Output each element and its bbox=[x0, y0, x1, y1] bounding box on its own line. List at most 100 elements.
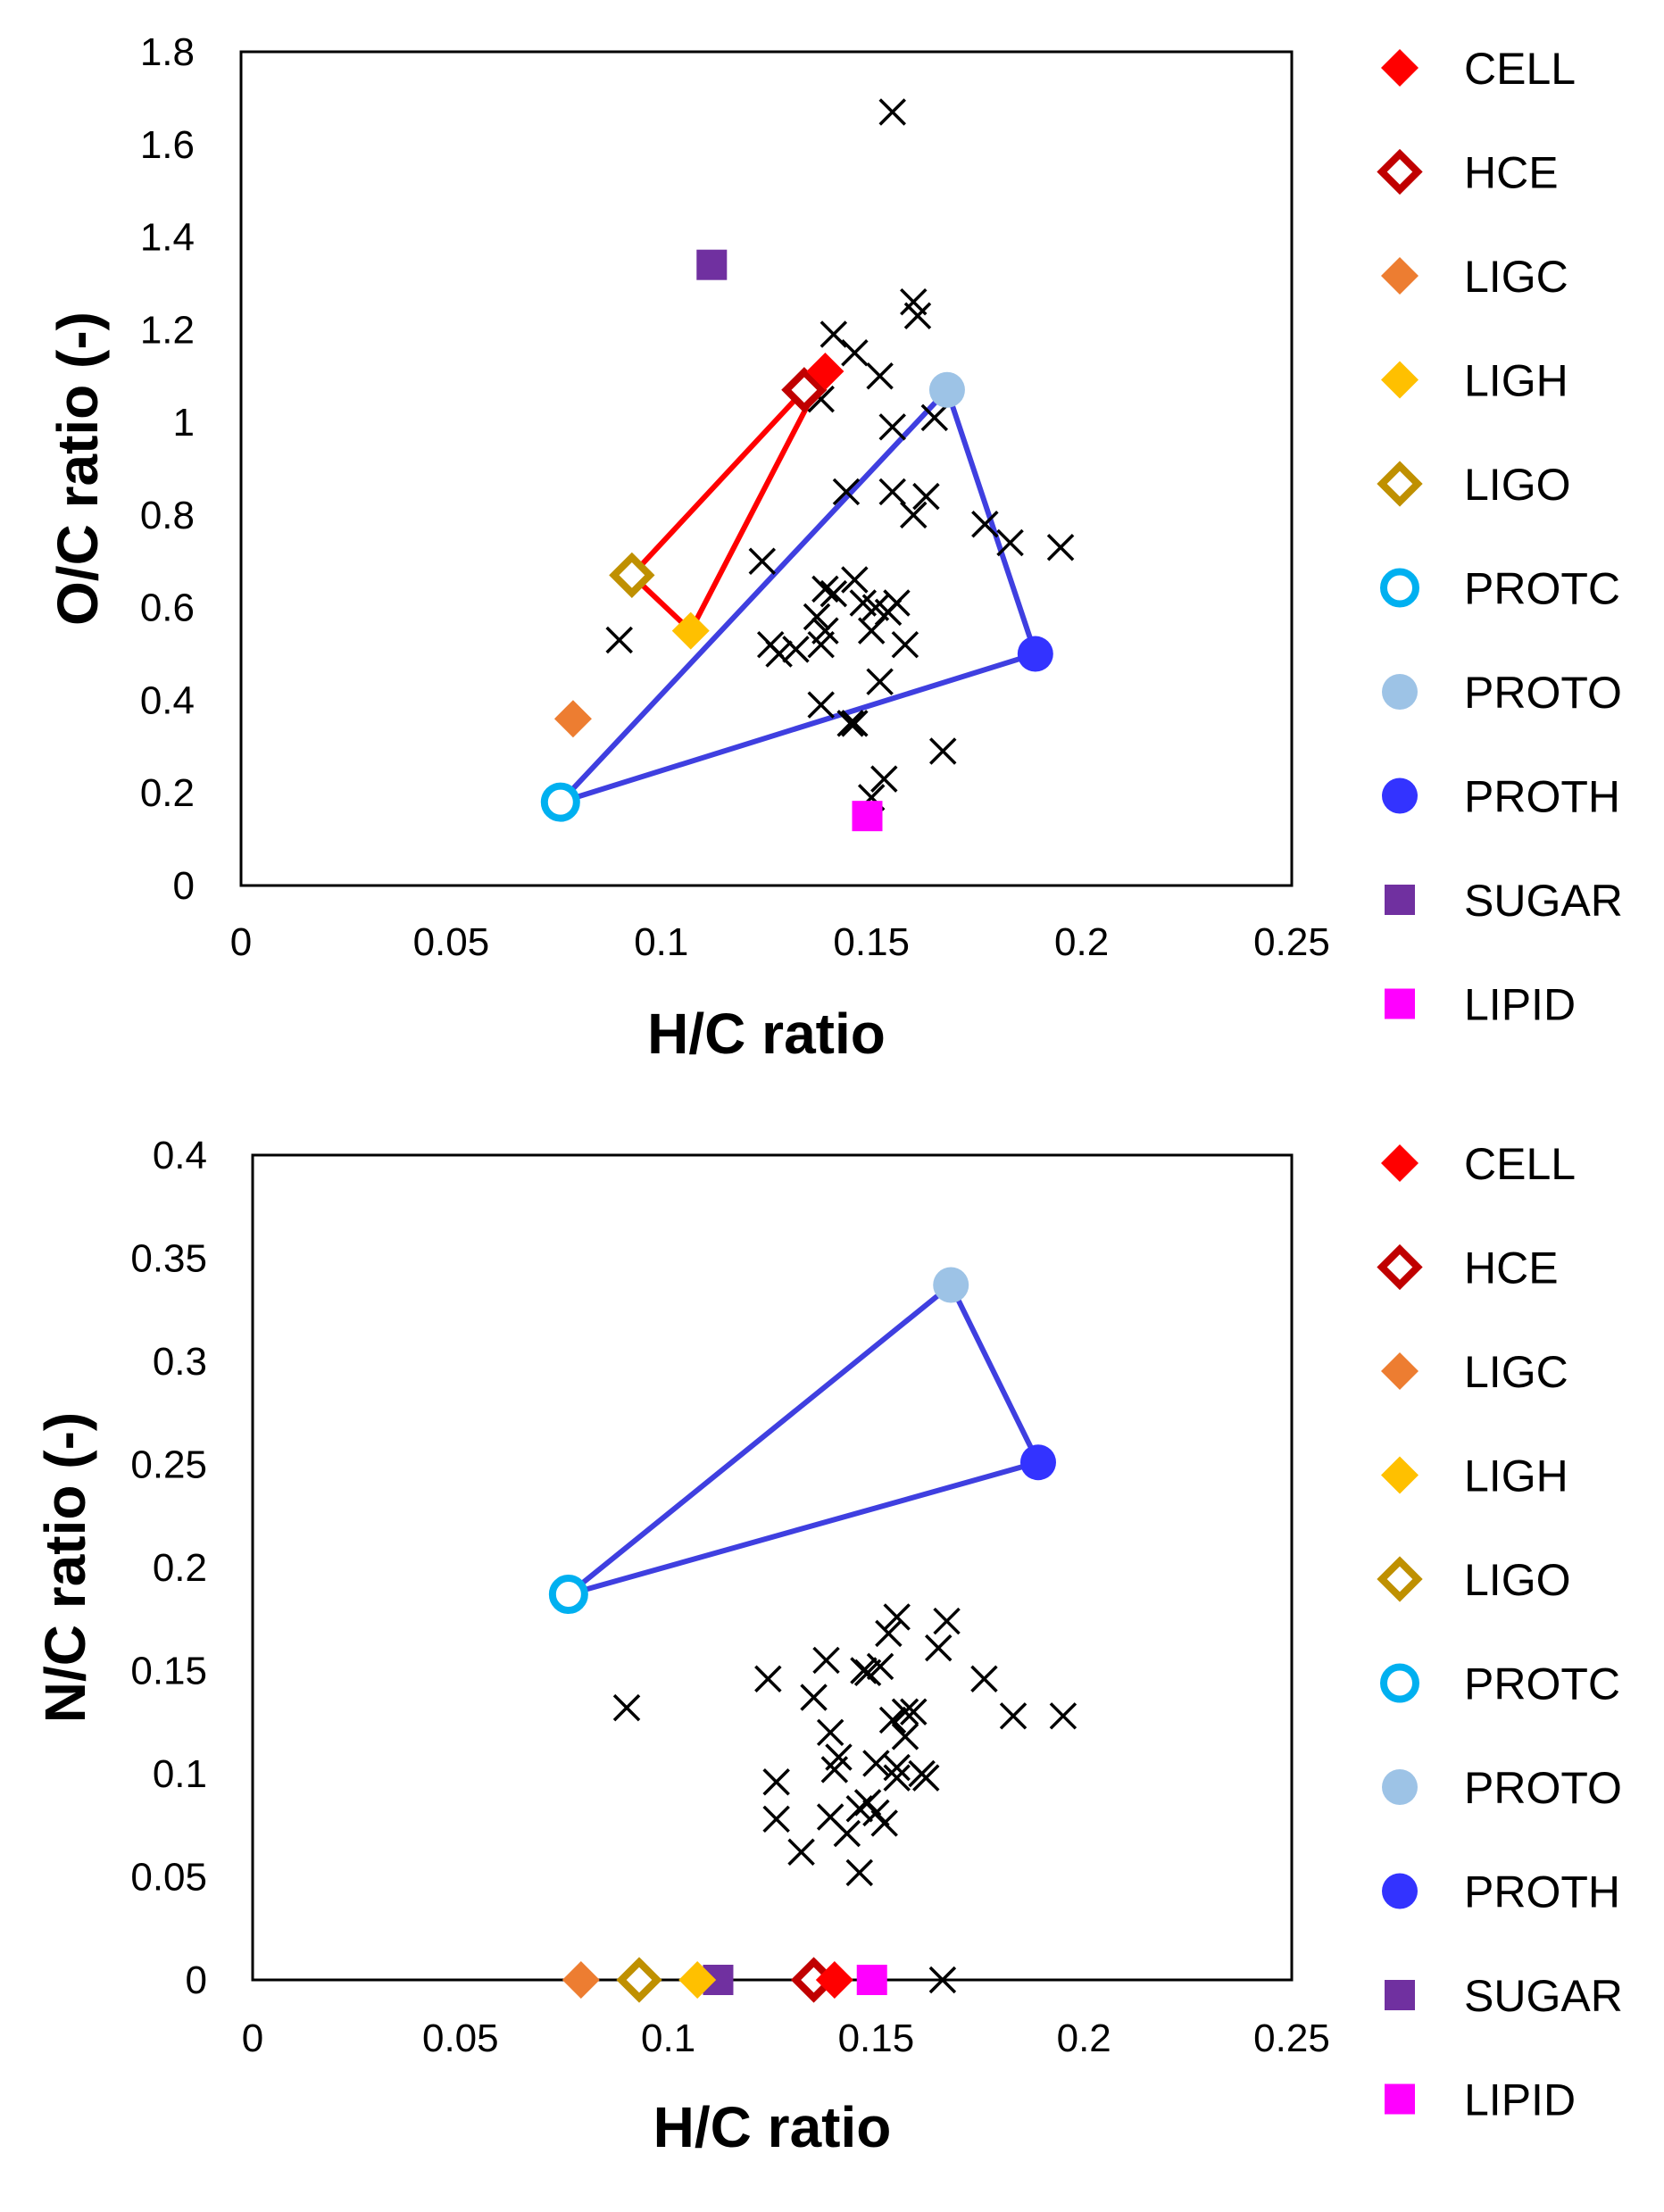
sample-point bbox=[836, 710, 864, 737]
sample-point bbox=[820, 320, 848, 348]
legend-item-protc: PROTC bbox=[1380, 564, 1620, 614]
sample-point bbox=[928, 1966, 957, 1994]
legend-marker bbox=[1385, 885, 1415, 915]
reference-point-lipid bbox=[852, 801, 883, 832]
sample-point bbox=[875, 1619, 903, 1648]
legend-item-hce: HCE bbox=[1377, 148, 1559, 198]
x-axis-title: H/C ratio bbox=[647, 1002, 886, 1066]
legend: CELL HCE LIGC LIGH LIGO PROTC PROTO PROTH SUGAR L… bbox=[1377, 1139, 1623, 2125]
sample-point bbox=[883, 1603, 911, 1631]
legend-marker bbox=[1385, 2083, 1415, 2115]
sample-point bbox=[883, 589, 911, 617]
sample-point bbox=[845, 1859, 874, 1887]
legend-marker bbox=[1380, 568, 1419, 608]
legend-marker bbox=[1381, 1144, 1419, 1182]
reference-point-cell bbox=[815, 1961, 853, 1999]
sample-point bbox=[841, 566, 869, 594]
legend-label: LIGO bbox=[1464, 1555, 1570, 1605]
y-tick-label: 0.3 bbox=[153, 1340, 207, 1384]
sample-point bbox=[933, 1607, 961, 1635]
reference-point-ligo bbox=[609, 552, 655, 599]
sample-point bbox=[800, 1684, 828, 1711]
sample-point bbox=[832, 478, 861, 506]
sample-point bbox=[612, 1693, 641, 1722]
y-tick-label: 0.35 bbox=[130, 1237, 207, 1281]
legend-item-cell: CELL bbox=[1381, 44, 1576, 94]
legend-label: LIGH bbox=[1464, 1451, 1568, 1501]
legend-marker bbox=[1377, 1556, 1423, 1602]
legend-marker bbox=[1381, 49, 1419, 87]
legend-item-lipid: LIPID bbox=[1385, 980, 1576, 1030]
x-tick-label: 0.15 bbox=[838, 2017, 915, 2060]
legend-label: LIPID bbox=[1464, 980, 1576, 1030]
sample-point bbox=[900, 1698, 928, 1726]
y-tick-label: 0 bbox=[173, 864, 195, 908]
sample-point bbox=[845, 1795, 874, 1823]
sample-point bbox=[762, 1805, 790, 1834]
legend-marker bbox=[1377, 1243, 1423, 1291]
legend-item-ligh: LIGH bbox=[1381, 1451, 1568, 1501]
sample-point bbox=[841, 339, 869, 367]
plot-area bbox=[239, 50, 1294, 887]
legend-label: LIGC bbox=[1464, 252, 1568, 302]
sample-point bbox=[811, 617, 839, 644]
sample-point bbox=[891, 1723, 919, 1750]
y-tick-label: 1.6 bbox=[140, 123, 195, 167]
legend: CELL HCE LIGC LIGH LIGO PROTC PROTO PROTH SUGAR L… bbox=[1377, 44, 1623, 1030]
legend-label: CELL bbox=[1464, 1139, 1576, 1189]
reference-point-ligh bbox=[678, 1961, 717, 1999]
reference-point-ligc bbox=[562, 1961, 600, 1999]
sample-point bbox=[870, 1809, 898, 1837]
x-tick-label: 0.15 bbox=[833, 920, 910, 964]
sample-point bbox=[605, 626, 633, 654]
x-tick-label: 0.1 bbox=[641, 2017, 695, 2060]
sample-point bbox=[807, 691, 835, 719]
reference-outline bbox=[558, 387, 1038, 805]
sample-point bbox=[925, 1634, 953, 1662]
reference-point-lipid bbox=[856, 1965, 887, 1995]
sample-point bbox=[883, 1764, 911, 1792]
legend-label: CELL bbox=[1464, 44, 1576, 94]
y-tick-label: 0.8 bbox=[140, 494, 195, 537]
plot-area bbox=[251, 1153, 1294, 1982]
legend-item-ligc: LIGC bbox=[1381, 252, 1568, 302]
legend-label: HCE bbox=[1464, 148, 1559, 198]
sample-point bbox=[999, 1702, 1028, 1730]
legend-item-proto: PROTO bbox=[1382, 1763, 1622, 1813]
legend-label: PROTC bbox=[1464, 1659, 1620, 1709]
legend-marker bbox=[1382, 674, 1418, 710]
legend-marker bbox=[1385, 1980, 1415, 2010]
sample-point bbox=[833, 1819, 861, 1848]
y-tick-label: 1.4 bbox=[140, 216, 195, 260]
legend-marker bbox=[1381, 361, 1419, 399]
sample-point bbox=[878, 1706, 907, 1734]
legend-item-lipid: LIPID bbox=[1385, 2075, 1576, 2125]
y-tick-label: 1.8 bbox=[140, 30, 195, 74]
sample-point bbox=[891, 1698, 919, 1726]
reference-point-proth bbox=[1019, 1444, 1056, 1481]
legend-label: LIGC bbox=[1464, 1347, 1568, 1397]
y-tick-label: 0.2 bbox=[153, 1546, 207, 1590]
y-tick-label: 0.25 bbox=[130, 1443, 207, 1487]
chart-oc-vs-hc: 0 0.2 0.4 0.6 0.8 1 1.2 1.4 1.6 1.8 0 0.05 0.1 0.15 0.… bbox=[46, 30, 1623, 1066]
legend-label: PROTO bbox=[1464, 1763, 1622, 1813]
y-tick-label: 0.4 bbox=[140, 678, 195, 722]
x-tick-label: 0.2 bbox=[1057, 2017, 1111, 2060]
x-tick-label: 0 bbox=[242, 2017, 263, 2060]
sample-point bbox=[866, 668, 894, 695]
legend-marker bbox=[1385, 988, 1415, 1019]
reference-point-protc bbox=[548, 1575, 588, 1615]
legend-item-ligo: LIGO bbox=[1377, 460, 1570, 510]
sample-point bbox=[754, 1665, 782, 1692]
chart-nc-vs-hc: 0 0.05 0.1 0.15 0.2 0.25 0.3 0.35 0.4 0 0.05 0.1 0.1… bbox=[33, 1134, 1623, 2159]
legend-item-cell: CELL bbox=[1381, 1139, 1576, 1189]
reference-point-ligh bbox=[671, 611, 710, 650]
sample-point bbox=[928, 737, 957, 765]
sample-point bbox=[883, 1753, 911, 1782]
x-tick-label: 0.1 bbox=[634, 920, 688, 964]
reference-point-proto bbox=[933, 1267, 969, 1303]
legend-item-ligc: LIGC bbox=[1381, 1347, 1568, 1397]
sample-point bbox=[748, 547, 777, 576]
sample-point bbox=[812, 1646, 840, 1675]
sample-point bbox=[857, 617, 886, 644]
